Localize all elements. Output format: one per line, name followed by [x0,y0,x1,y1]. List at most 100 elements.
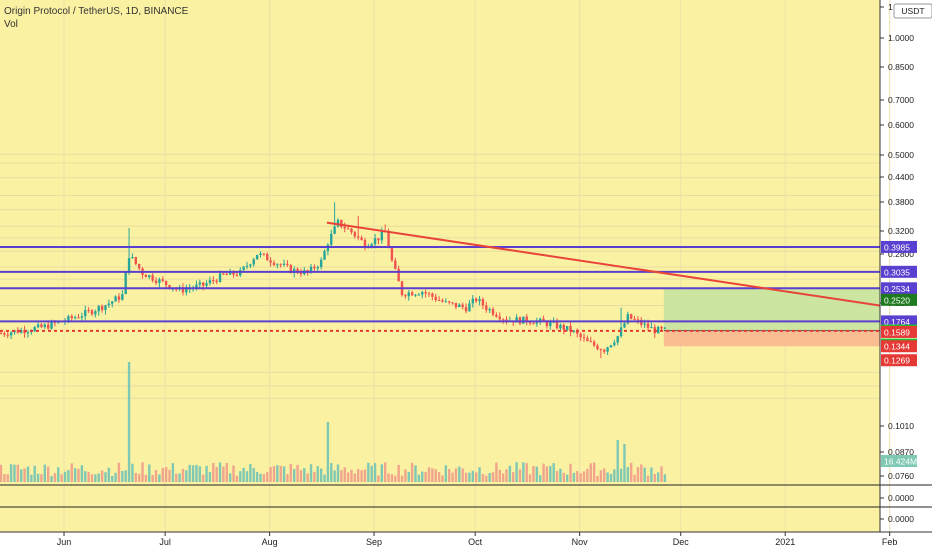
candle-down[interactable] [394,260,397,269]
candle-up[interactable] [336,219,340,227]
candle-down[interactable] [579,333,582,338]
candle-down[interactable] [427,293,431,295]
candle-down[interactable] [528,322,532,324]
candle-up[interactable] [380,231,384,241]
candle-down[interactable] [660,326,663,329]
candle-down[interactable] [390,248,394,261]
candle-down[interactable] [168,285,171,289]
candle-down[interactable] [346,228,350,230]
candle-up[interactable] [414,294,417,296]
candle-up[interactable] [228,271,232,275]
candle-up[interactable] [127,258,131,273]
candle-up[interactable] [255,254,259,260]
candle-up[interactable] [185,288,188,293]
candle-down[interactable] [491,308,495,315]
candle-up[interactable] [107,303,111,306]
candle-down[interactable] [589,341,592,343]
candle-up[interactable] [121,294,124,300]
candle-down[interactable] [360,237,363,241]
candle-down[interactable] [212,280,215,282]
candle-down[interactable] [77,317,80,319]
candle-up[interactable] [36,324,40,328]
candle-up[interactable] [444,301,448,303]
candle-down[interactable] [397,268,400,282]
currency-badge-box[interactable] [893,3,932,19]
candle-up[interactable] [208,280,212,284]
candle-down[interactable] [90,310,94,315]
candle-down[interactable] [464,306,468,312]
candle-down[interactable] [599,349,603,351]
candle-down[interactable] [569,325,572,332]
candle-down[interactable] [592,341,596,346]
candle-up[interactable] [94,311,97,315]
candle-up[interactable] [370,244,373,247]
candle-up[interactable] [9,332,13,336]
candle-down[interactable] [582,337,586,339]
candle-down[interactable] [262,253,266,255]
candle-up[interactable] [249,264,252,266]
candle-down[interactable] [441,300,444,302]
candle-down[interactable] [343,226,346,229]
candle-down[interactable] [387,231,390,249]
candle-up[interactable] [478,299,481,302]
candle-up[interactable] [626,314,630,324]
candle-up[interactable] [67,316,70,322]
candle-down[interactable] [202,282,205,286]
candle-up[interactable] [616,336,619,343]
candle-up[interactable] [26,332,30,334]
candle-up[interactable] [158,279,161,283]
candle-down[interactable] [0,333,3,335]
candle-down[interactable] [377,238,380,241]
candle-up[interactable] [522,316,525,324]
candle-down[interactable] [451,302,454,304]
candle-up[interactable] [124,272,127,295]
candle-up[interactable] [468,303,471,312]
candle-up[interactable] [471,298,474,304]
candle-up[interactable] [43,324,47,328]
candle-up[interactable] [549,322,552,327]
candle-up[interactable] [488,308,491,311]
candle-down[interactable] [363,240,367,249]
target-zone[interactable] [663,288,880,331]
candle-down[interactable] [3,333,6,335]
candle-down[interactable] [296,268,299,273]
candle-up[interactable] [198,282,202,285]
candle-down[interactable] [434,296,437,301]
candle-down[interactable] [485,305,488,311]
candle-down[interactable] [629,314,633,319]
candle-up[interactable] [333,226,336,234]
candle-down[interactable] [235,274,239,276]
candle-down[interactable] [454,302,458,308]
candle-down[interactable] [545,321,549,327]
candle-up[interactable] [606,347,609,352]
candle-up[interactable] [619,327,623,337]
candle-up[interactable] [323,250,326,260]
candle-down[interactable] [269,260,272,263]
candle-down[interactable] [272,262,276,265]
candle-down[interactable] [350,228,353,233]
candle-down[interactable] [353,232,357,237]
candle-up[interactable] [316,267,319,269]
candle-down[interactable] [461,304,464,307]
candle-down[interactable] [40,324,43,328]
candle-up[interactable] [650,327,653,329]
candle-down[interactable] [437,300,441,302]
candle-up[interactable] [148,275,151,278]
candle-down[interactable] [404,295,407,297]
candle-up[interactable] [421,292,424,295]
candle-up[interactable] [417,294,421,296]
candle-up[interactable] [309,266,313,273]
candle-up[interactable] [515,317,518,323]
candle-up[interactable] [80,316,84,318]
candle-down[interactable] [289,264,293,273]
candle-up[interactable] [407,292,410,297]
candle-up[interactable] [319,259,323,268]
candle-up[interactable] [114,296,117,302]
candle-up[interactable] [373,238,377,245]
candle-up[interactable] [458,304,461,308]
candle-down[interactable] [646,323,650,328]
candle-down[interactable] [181,287,185,293]
candle-down[interactable] [154,280,158,283]
candle-down[interactable] [555,321,559,329]
